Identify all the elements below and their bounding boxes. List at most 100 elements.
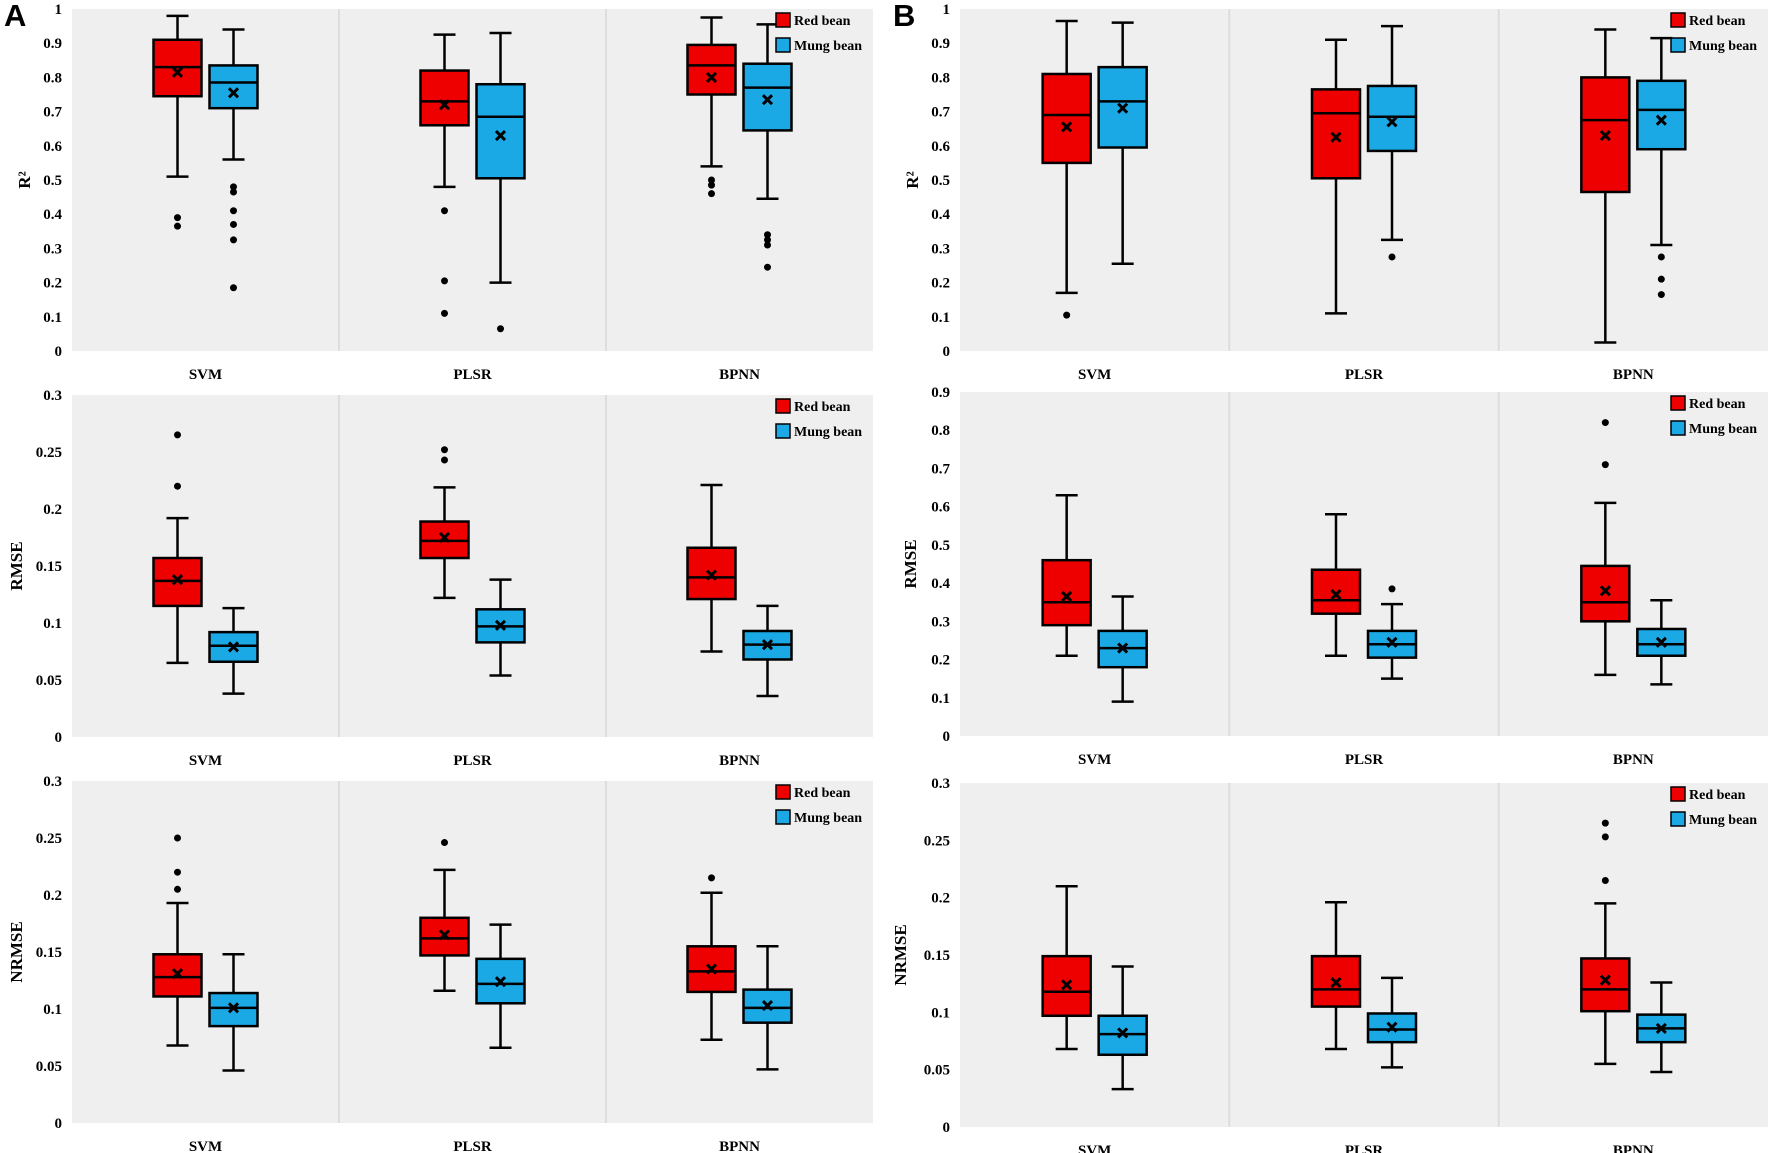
chart3-red-bean-outlier <box>174 834 181 842</box>
chart5-ytick-label: 0.4 <box>931 576 950 592</box>
chart3-ytick-label: 0.2 <box>43 888 62 904</box>
chart5-legend-swatch-red <box>1670 395 1686 411</box>
chart4-category-label: PLSR <box>1345 367 1384 383</box>
chart6-category-label: BPNN <box>1613 1143 1654 1153</box>
chart4-mung-bean-outlier <box>1657 291 1665 299</box>
chart1-mung-bean-outlier <box>230 220 237 228</box>
chart1-mung-bean-outlier <box>764 263 771 271</box>
chart4-ytick-label: 1 <box>943 2 951 18</box>
chart3-category-label: BPNN <box>719 1139 760 1153</box>
chart1-red-bean-outlier <box>174 214 181 222</box>
chart4-ytick-label: 0.9 <box>931 36 950 52</box>
chart6-red-bean-box <box>1580 957 1631 1013</box>
chart3-red-bean-mean-marker <box>171 968 184 980</box>
chart4-mung-bean-mean-marker <box>1117 102 1129 114</box>
chart6-red-bean-mean-marker <box>1599 974 1611 986</box>
chart5-mung-bean-mean-marker <box>1117 642 1129 654</box>
chart2-category-label: BPNN <box>719 753 760 769</box>
chart4-ytick-label: 0.5 <box>931 173 950 189</box>
chart3-red-bean-outlier <box>708 874 715 882</box>
chart4-ytick-label: 0.4 <box>931 207 950 223</box>
chart2-red-bean-mean-marker <box>705 569 718 581</box>
chart3-red-bean-outlier <box>441 839 448 847</box>
chart3-mung-bean-mean-marker <box>227 1002 240 1014</box>
chart5-red-bean-box <box>1580 564 1631 623</box>
chart1-red-bean-box <box>419 69 470 127</box>
chart4-red-bean-box <box>1310 88 1362 180</box>
chart1-category-label: SVM <box>189 367 222 383</box>
chart1-mung-bean-outlier <box>230 207 237 215</box>
chart4-mung-bean-outlier <box>1657 253 1665 261</box>
chart1-mung-bean-outlier <box>230 188 237 196</box>
chart1-mung-bean-outlier <box>764 236 771 244</box>
chart1-red-bean-outlier <box>441 277 448 285</box>
chart5-red-bean-outlier <box>1601 419 1609 427</box>
chart4-plot-area <box>960 9 1768 351</box>
chart5-ytick-label: 0.5 <box>931 538 950 554</box>
chart3-ytick-label: 0.1 <box>43 1002 62 1018</box>
chart4-ytick-label: 0 <box>943 344 951 360</box>
chart5-red-bean-box <box>1041 558 1092 627</box>
chart1-mung-bean-box <box>475 82 526 180</box>
chart1-mung-bean-mean-marker <box>494 129 507 142</box>
chart1-red-bean-outlier <box>708 181 715 189</box>
chart1-mung-bean-mean-marker <box>761 94 774 106</box>
chart4-legend-swatch-red <box>1670 12 1686 28</box>
chart6-ytick-label: 0.15 <box>924 948 950 964</box>
chart5-red-bean-mean-marker <box>1330 589 1342 601</box>
chart4-category-label: SVM <box>1078 367 1111 383</box>
chart4-red-bean-mean-marker <box>1599 129 1611 142</box>
chart4-ytick-label: 0.2 <box>931 276 950 292</box>
chart1-mung-bean-outlier <box>764 241 771 249</box>
chart2-category-label: SVM <box>189 753 222 769</box>
chart4-legend-swatch-mung <box>1670 37 1686 53</box>
chart6-plot-area <box>960 783 1768 1127</box>
chart3-legend-label-mung: Mung bean <box>794 811 862 826</box>
chart6-mung-bean-mean-marker <box>1655 1022 1667 1034</box>
chart3-ylabel: NRMSE <box>7 921 26 982</box>
chart2-ytick-label: 0.1 <box>43 616 62 632</box>
chart1-legend-swatch-red <box>775 12 791 28</box>
chart1-legend-label-red: Red bean <box>794 14 851 29</box>
chart1-ytick-label: 0.4 <box>43 207 62 223</box>
chart6-red-bean-outlier <box>1601 819 1609 827</box>
chart1-mung-bean-box <box>742 62 793 132</box>
chart1-red-bean-outlier <box>708 190 715 198</box>
chart3-legend-swatch-mung <box>775 809 791 825</box>
chart1-mung-bean-outlier <box>230 183 237 191</box>
chart5-legend-label-mung: Mung bean <box>1689 422 1757 437</box>
chart3-category-label: PLSR <box>453 1139 492 1153</box>
chart5-ytick-label: 0.7 <box>931 461 950 477</box>
chart4-mung-bean-box <box>1636 79 1687 151</box>
chart5-ytick-label: 0.8 <box>931 423 950 439</box>
chart2-red-bean-mean-marker <box>438 531 451 544</box>
chart2-red-bean-outlier <box>441 446 448 454</box>
chart1-red-bean-outlier <box>441 309 448 317</box>
chart5-ytick-label: 0.1 <box>931 691 950 707</box>
chart1-mung-bean-outlier <box>764 231 771 239</box>
chart6-ytick-label: 0.2 <box>931 891 950 907</box>
chart1-ytick-label: 0.5 <box>43 173 62 189</box>
chart5-red-bean-mean-marker <box>1061 590 1073 603</box>
chart1-red-bean-outlier <box>174 222 181 230</box>
chart5-ytick-label: 0 <box>943 729 951 745</box>
chart5-red-bean-mean-marker <box>1599 585 1611 597</box>
chart6-ytick-label: 0 <box>943 1120 951 1136</box>
chart2-legend-swatch-mung <box>775 423 791 439</box>
chart4-red-bean-box <box>1041 72 1092 165</box>
chart5-mung-bean-outlier <box>1388 585 1396 593</box>
chart5-legend-label-red: Red bean <box>1689 397 1746 412</box>
chart1-ytick-label: 0.2 <box>43 276 62 292</box>
chart4-ytick-label: 0.3 <box>931 241 950 257</box>
chart6-legend-label-red: Red bean <box>1689 788 1746 803</box>
chart2-legend-swatch-red <box>775 398 791 414</box>
chart1-mung-bean-outlier <box>230 284 237 292</box>
chart3-red-bean-mean-marker <box>705 963 718 975</box>
chart5-mung-bean-mean-marker <box>1386 636 1398 648</box>
chart1-ytick-label: 0 <box>55 344 63 360</box>
chart6-legend-swatch-red <box>1670 786 1686 802</box>
chart1-red-bean-outlier <box>441 207 448 215</box>
chart2-red-bean-outlier <box>441 456 448 464</box>
chart3-plot-area <box>72 781 873 1123</box>
